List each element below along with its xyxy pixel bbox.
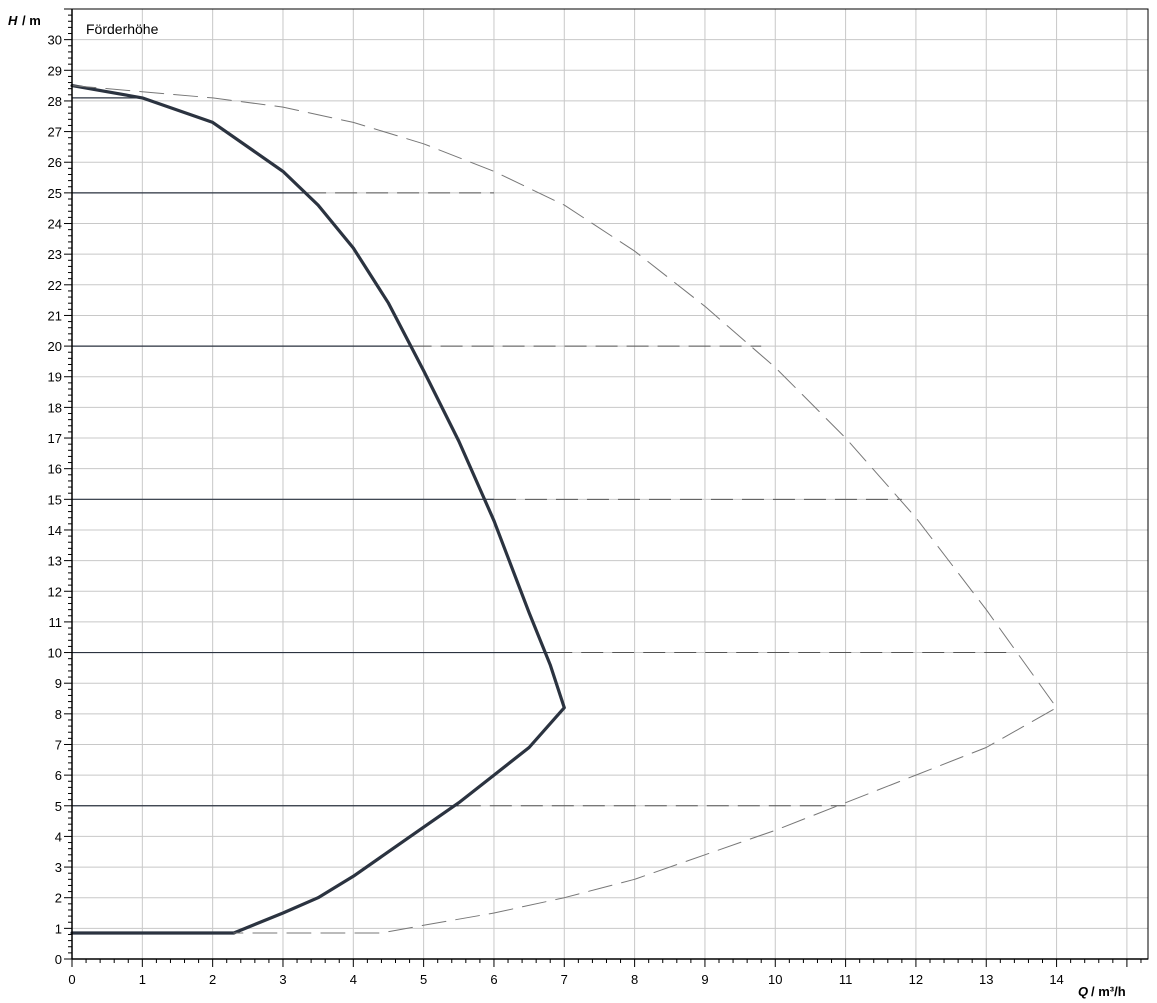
y-tick-label: 20: [48, 339, 62, 354]
x-tick-label: 0: [68, 972, 75, 987]
x-tick-label: 3: [279, 972, 286, 987]
y-axis-symbol: H: [8, 13, 18, 28]
series: [70, 84, 1058, 935]
y-tick-label: 5: [55, 799, 62, 814]
y-tick-label: 4: [55, 829, 62, 844]
x-tick-label: 7: [561, 972, 568, 987]
y-tick-label: 3: [55, 860, 62, 875]
y-tick-label: 24: [48, 217, 62, 232]
y-tick-label: 27: [48, 125, 62, 140]
minor-ticks: [64, 8, 1142, 967]
y-tick-label: 21: [48, 308, 62, 323]
y-tick-label: 9: [55, 676, 62, 691]
y-tick-label: 15: [48, 492, 62, 507]
series-line-dashed: [71, 85, 1058, 934]
y-tick-label: 0: [55, 952, 62, 967]
x-tick-label: 2: [209, 972, 216, 987]
grid: [72, 8, 1148, 959]
y-tick-label: 30: [48, 33, 62, 48]
x-tick-label: 1: [139, 972, 146, 987]
y-tick-label: 29: [48, 63, 62, 78]
x-tick-label: 11: [839, 972, 853, 987]
x-tick-label: 14: [1049, 972, 1063, 987]
axes: [71, 8, 1149, 960]
x-axis-unit: / m³/h: [1091, 984, 1126, 999]
x-tick-label: 8: [631, 972, 638, 987]
y-tick-label: 11: [49, 615, 63, 630]
x-tick-label: 12: [909, 972, 923, 987]
y-tick-label: 6: [55, 768, 62, 783]
y-tick-label: 8: [55, 707, 62, 722]
y-tick-label: 16: [48, 462, 62, 477]
x-tick-label: 5: [420, 972, 427, 987]
y-tick-label: 7: [55, 737, 62, 752]
y-tick-label: 1: [55, 921, 62, 936]
x-tick-label: 10: [768, 972, 782, 987]
y-axis-unit: / m: [22, 13, 41, 28]
y-tick-label: 2: [55, 891, 62, 906]
x-tick-label: 6: [490, 972, 497, 987]
y-tick-label: 26: [48, 155, 62, 170]
x-tick-label: 9: [701, 972, 708, 987]
x-axis-symbol: Q: [1078, 984, 1088, 999]
y-tick-label: 19: [48, 370, 62, 385]
reference-lines: [72, 97, 1008, 807]
y-tick-label: 22: [48, 278, 62, 293]
x-tick-labels: 0 1 2 3 4 5 6 7 8 9 10 11 12 13 14: [68, 972, 1063, 987]
y-tick-label: 28: [48, 94, 62, 109]
y-tick-label: 10: [48, 646, 62, 661]
series-line-solid: [70, 84, 566, 935]
y-tick-label: 17: [48, 431, 62, 446]
chart-title: Förderhöhe: [86, 21, 159, 37]
x-tick-label: 13: [979, 972, 993, 987]
y-axis-title: H / m: [8, 13, 41, 28]
y-tick-label: 25: [48, 186, 62, 201]
y-tick-label: 14: [48, 523, 62, 538]
x-tick-label: 4: [350, 972, 357, 987]
y-tick-label: 12: [48, 584, 62, 599]
y-tick-label: 18: [48, 400, 62, 415]
x-axis-title: Q / m³/h: [1078, 984, 1126, 999]
y-tick-label: 13: [48, 554, 62, 569]
y-tick-labels: 0123456789101112131415161718192021222324…: [48, 33, 62, 967]
y-tick-label: 23: [48, 247, 62, 262]
